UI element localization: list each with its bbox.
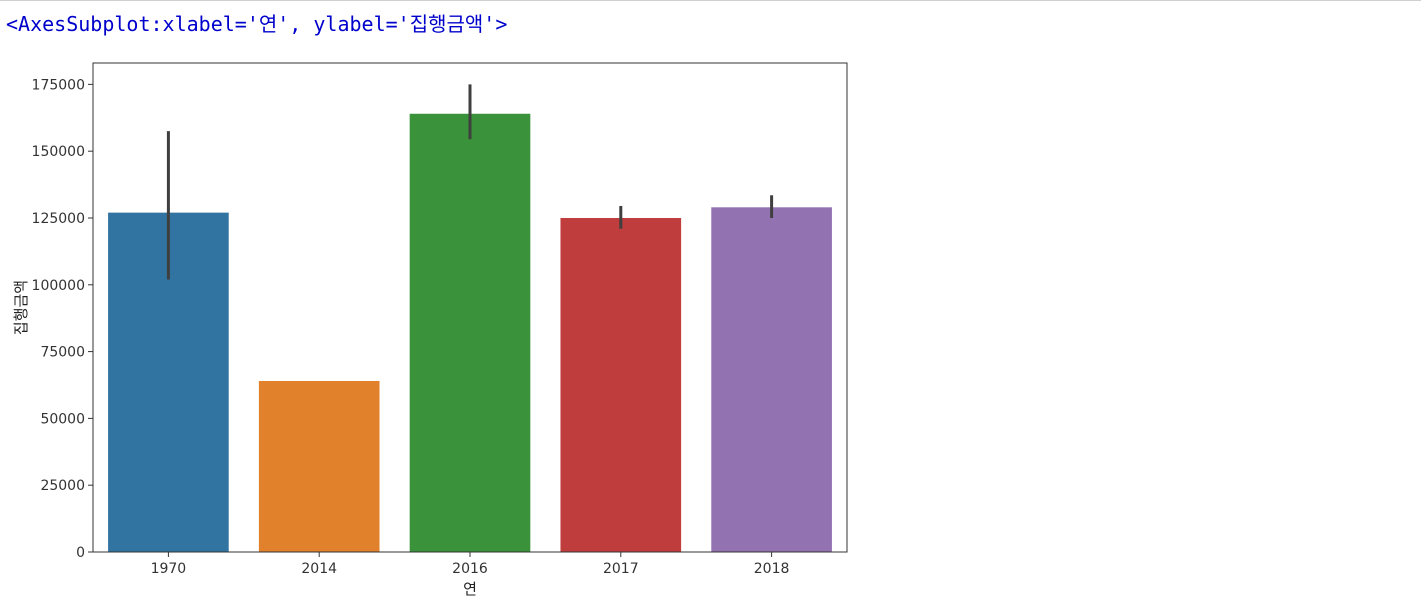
y-tick-label-175000: 175000 [32, 77, 85, 93]
x-axis-label: 연 [463, 580, 477, 598]
y-axis-label: 집행금액 [12, 280, 30, 335]
x-tick-label-2016: 2016 [452, 561, 488, 577]
bar-2016 [409, 113, 531, 552]
x-tick-label-2014: 2014 [301, 561, 337, 577]
axes-repr-text: <AxesSubplot:xlabel='연', ylabel='집행금액'> [6, 12, 508, 36]
bar-2017 [560, 217, 682, 552]
y-tick-label-0: 0 [76, 545, 85, 561]
x-tick-label-2017: 2017 [603, 561, 639, 577]
output-separator [0, 0, 1421, 1]
x-tick-label-1970: 1970 [151, 561, 187, 577]
y-tick-label-150000: 150000 [32, 144, 85, 160]
y-tick-label-50000: 50000 [40, 411, 85, 427]
y-tick-label-75000: 75000 [40, 345, 85, 361]
y-tick-label-100000: 100000 [32, 278, 85, 294]
y-tick-label-125000: 125000 [32, 211, 85, 227]
bar-2018 [711, 207, 832, 552]
bar-2014 [258, 380, 380, 552]
y-tick-label-25000: 25000 [40, 478, 85, 494]
x-tick-label-2018: 2018 [754, 561, 790, 577]
